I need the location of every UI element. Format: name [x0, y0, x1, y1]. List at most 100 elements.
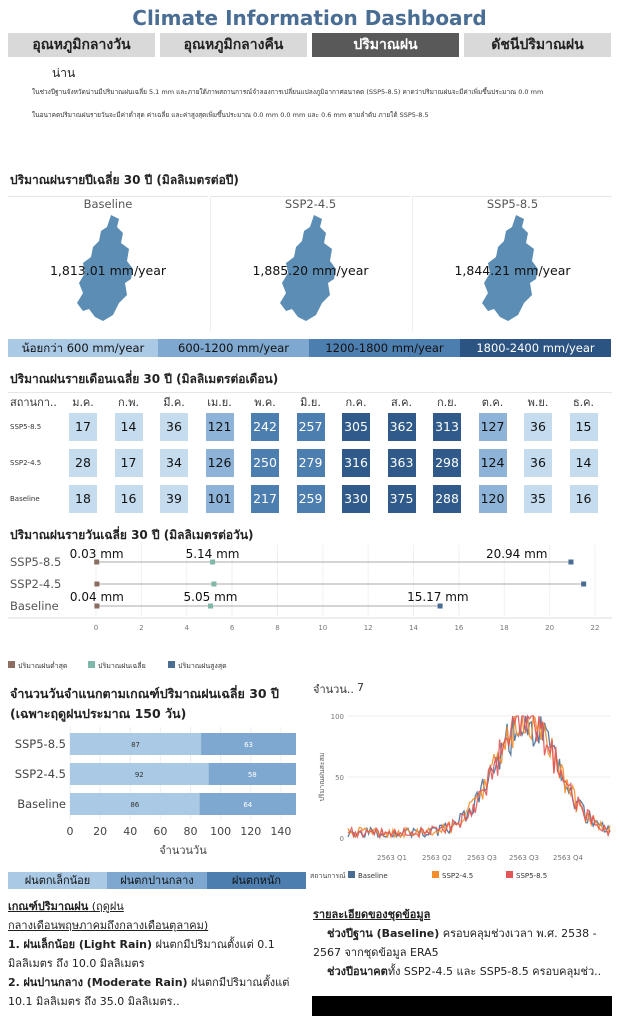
category-light-bar [70, 733, 202, 755]
monthly-cell[interactable]: 257 [296, 413, 325, 441]
monthly-cell[interactable]: 362 [387, 413, 416, 441]
category-tick-label: 60 [153, 825, 167, 838]
category-row-label: SSP5-8.5 [15, 737, 66, 751]
category-legend-light: ฝนตกเล็กน้อย [8, 872, 107, 889]
daily-legend-label: ปริมาณฝนเฉลี่ย [98, 661, 146, 670]
criteria-block: เกณฑ์ปริมาณฝน (ฤดูฝน กลางเดือนพฤษภาคมถึง… [8, 897, 308, 1011]
monthly-cell[interactable]: 17 [114, 449, 143, 477]
monthly-cell[interactable]: 259 [296, 485, 325, 513]
category-light-value: 87 [131, 741, 140, 749]
timeseries-y-tick: 100 [331, 713, 344, 721]
monthly-cell[interactable]: 16 [114, 485, 143, 513]
criteria-moderate-desc: ฝนตกมีปริมาณตั้งแต่ [187, 976, 290, 989]
tab-night-temperature[interactable]: อุณหภูมิกลางคืน [160, 33, 307, 57]
timeseries-line [347, 715, 611, 839]
daily-min-marker [94, 559, 100, 565]
monthly-cell[interactable]: 330 [342, 485, 370, 513]
daily-tick-label: 6 [230, 624, 235, 632]
monthly-cell[interactable]: 14 [114, 413, 143, 441]
timeseries-x-tick: 2563 Q4 [553, 854, 584, 862]
category-heading-line1: จำนวนวันจำแนกตามเกณฑ์ปริมาณฝนเฉลี่ย 30 ป… [10, 686, 279, 701]
timeseries-chart[interactable]: 0 50 100 ปริมาณฝนสะสม 2563 Q1 2563 Q2 2563 Q3 2… [310, 700, 615, 885]
criteria-num: 2. [8, 976, 20, 989]
monthly-cell[interactable]: 39 [160, 485, 188, 513]
dataset-heading: รายละเอียดของชุดข้อมูล [313, 908, 431, 921]
criteria-heading-period: กลางเดือนพฤษภาคมถึงกลางเดือนตุลาคม) [8, 919, 209, 932]
monthly-cell[interactable]: 124 [478, 449, 507, 477]
criteria-light-desc: ฝนตกมีปริมาณตั้งแต่ 0.1 [152, 938, 275, 951]
tab-day-temperature[interactable]: อุณหภูมิกลางวัน [8, 33, 155, 57]
category-moderate-bar [208, 763, 296, 785]
category-row-label: SSP2-4.5 [15, 767, 66, 781]
timeseries-legend-swatch [506, 871, 513, 878]
monthly-cell[interactable]: 17 [69, 413, 97, 441]
monthly-cell[interactable]: 36 [160, 413, 188, 441]
daily-mean-marker [211, 581, 217, 587]
monthly-cell[interactable]: 217 [251, 485, 279, 513]
monthly-cell[interactable]: 16 [569, 485, 598, 513]
daily-tick-label: 14 [409, 624, 418, 632]
monthly-cell[interactable]: 18 [69, 485, 97, 513]
monthly-cell[interactable]: 375 [387, 485, 416, 513]
dataset-future-desc: ทั้ง SSP2-4.5 และ SSP5-8.5 ครอบคลุมช่ว.. [387, 965, 602, 978]
daily-tick-label: 10 [318, 624, 327, 632]
timeseries-line [347, 714, 611, 840]
daily-tick-label: 12 [364, 624, 373, 632]
monthly-cell[interactable]: 313 [433, 413, 461, 441]
monthly-cell[interactable]: 242 [251, 413, 279, 441]
dataset-block: รายละเอียดของชุดข้อมูล ช่วงปีฐาน (Baseli… [313, 905, 613, 981]
criteria-heading: เกณฑ์ปริมาณฝน [8, 900, 89, 913]
annual-card-ssp585[interactable]: SSP5-8.5 1,844.21 mm/year [412, 196, 612, 332]
category-x-label: จำนวนวัน [159, 844, 207, 857]
monthly-cell[interactable]: 36 [524, 413, 552, 441]
daily-legend-swatch [168, 661, 175, 668]
daily-legend-label: ปริมาณฝนต่ำสุด [18, 661, 67, 670]
monthly-cell[interactable]: 126 [205, 449, 234, 477]
daily-range-chart: 0 2 4 6 8 10 12 14 16 18 20 22 SSP5-8.5 0.03 mm 5.14 m… [8, 545, 612, 670]
monthly-cell[interactable]: 120 [478, 485, 507, 513]
daily-tick-label: 20 [545, 624, 554, 632]
dataset-baseline-source: 2567 จากชุดข้อมูล ERA5 [313, 946, 439, 959]
daily-mean-marker [208, 603, 214, 609]
daily-row-label: SSP2-4.5 [10, 577, 61, 591]
annual-card-label: Baseline [83, 197, 133, 211]
category-light-value: 92 [135, 771, 144, 779]
monthly-cell[interactable]: 363 [387, 449, 416, 477]
monthly-cell[interactable]: 288 [433, 485, 461, 513]
criteria-num: 1. [8, 938, 20, 951]
monthly-cell[interactable]: 36 [524, 449, 552, 477]
daily-tick-label: 4 [184, 624, 189, 632]
monthly-cell[interactable]: 316 [342, 449, 370, 477]
annual-card-baseline[interactable]: Baseline 1,813.01 mm/year [8, 196, 208, 332]
annual-card-ssp245[interactable]: SSP2-4.5 1,885.20 mm/year [210, 196, 410, 332]
criteria-moderate-name: ฝนปานกลาง (Moderate Rain) [23, 976, 188, 989]
monthly-cell[interactable]: 101 [205, 485, 234, 513]
monthly-cell[interactable]: 35 [524, 485, 552, 513]
monthly-cell[interactable]: 34 [160, 449, 188, 477]
month-header: ก.พ. [118, 396, 139, 409]
annual-card-label: SSP5-8.5 [486, 197, 539, 211]
category-light-bar [70, 793, 200, 815]
daily-legend-swatch [8, 661, 15, 668]
timeseries-legend-title: สถานการณ์ [310, 872, 346, 880]
daily-mean-marker [210, 559, 216, 565]
monthly-cell[interactable]: 121 [205, 413, 234, 441]
category-heading-line2: (เฉพาะฤดูฝนประมาณ 150 วัน) [10, 706, 187, 721]
month-header: มิ.ย. [300, 396, 321, 409]
tab-rainfall-index[interactable]: ดัชนีปริมาณฝน [464, 33, 611, 57]
monthly-cell[interactable]: 28 [69, 449, 97, 477]
monthly-cell[interactable]: 250 [251, 449, 279, 477]
annual-value: 1,844.21 mm/year [454, 263, 571, 278]
tab-rainfall[interactable]: ปริมาณฝน [312, 33, 459, 57]
monthly-cell[interactable]: 15 [569, 413, 598, 441]
month-header: ก.ค. [345, 396, 367, 409]
timeseries-legend-swatch [432, 871, 439, 878]
monthly-cell[interactable]: 127 [478, 413, 507, 441]
monthly-cell[interactable]: 14 [569, 449, 598, 477]
category-bar-chart: 0 20 40 60 80 100 120 140 จำนวนวัน SSP5-8.5 87 63 SS… [15, 727, 296, 857]
timeseries-title: จำนวน.. [313, 683, 354, 696]
daily-tick-label: 16 [454, 624, 463, 632]
monthly-cell[interactable]: 279 [296, 449, 325, 477]
monthly-cell[interactable]: 305 [342, 413, 370, 441]
monthly-cell[interactable]: 298 [433, 449, 461, 477]
